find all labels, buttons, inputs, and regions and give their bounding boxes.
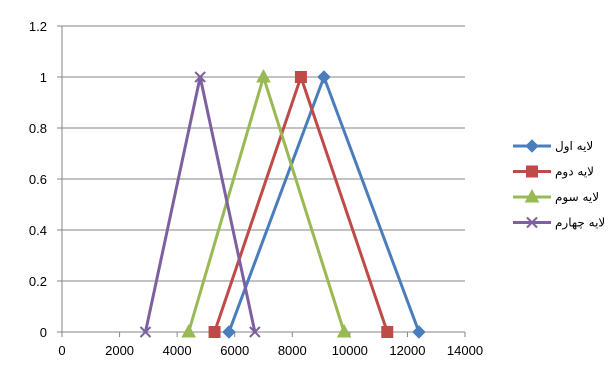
y-tick-label: 0.2 [29,274,47,289]
series-2 [208,71,394,338]
y-tick-label: 0 [40,325,47,340]
data-point [194,71,206,83]
legend-label: لایه چهارم [555,216,605,231]
legend-label: لایه دوم [555,165,594,180]
legend: لایه اول لایه دوم لایه سوم لایه چهارم [513,139,605,231]
x-tick-label: 14000 [447,343,483,358]
legend-item: لایه اول [513,139,593,154]
legend-item: لایه چهارم [513,216,605,231]
y-tick-label: 0.4 [29,223,47,238]
legend-label: لایه سوم [555,190,599,205]
legend-label: لایه اول [555,139,593,154]
x-tick-label: 2000 [105,343,134,358]
legend-marker [526,165,538,178]
series-4 [139,71,261,338]
legend-marker [526,216,538,229]
series-layer [139,68,426,339]
x-tick-label: 0 [58,343,65,358]
legend-item: لایه سوم [513,188,599,205]
legend-marker [525,139,539,153]
legend-item: لایه دوم [513,165,594,180]
y-tick-label: 0.8 [29,121,47,136]
x-tick-label: 6000 [220,343,249,358]
y-tick-label: 0.6 [29,172,47,187]
axis-layer: 0 0.2 0.4 0.6 0.8 1 1.2 0 2000 4000 6000 8000 10000 1… [29,19,483,358]
legend-marker [524,188,540,203]
series-3 [181,68,352,338]
data-point [181,323,196,338]
data-point [317,70,331,84]
x-tick-label: 8000 [278,343,307,358]
y-tick-label: 1.2 [29,19,47,34]
x-tick-label: 10000 [332,343,368,358]
data-point [412,325,426,339]
x-tick-label: 12000 [389,343,425,358]
x-tick-label: 4000 [163,343,192,358]
data-point [139,326,152,338]
data-point [249,326,261,338]
series-1 [222,70,426,339]
data-point [336,323,352,338]
series-line [187,75,346,333]
data-point [222,325,236,339]
data-point [294,71,307,83]
data-point [208,326,221,338]
data-point [256,68,271,83]
series-line [213,75,389,333]
y-tick-label: 1 [40,70,47,85]
data-point [381,326,394,338]
